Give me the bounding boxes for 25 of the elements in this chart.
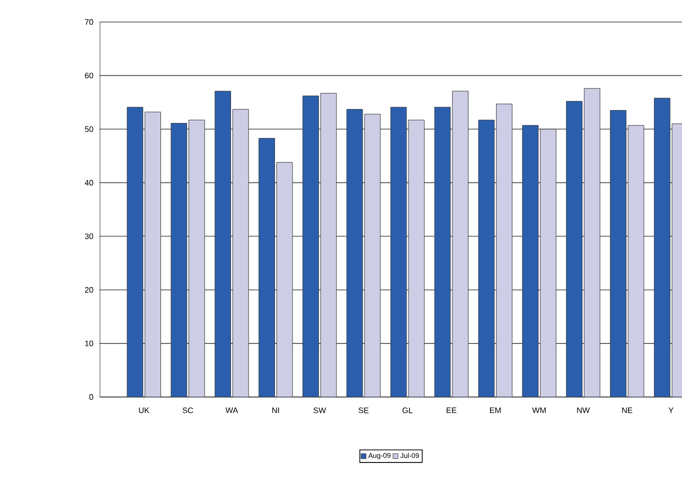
bar: [452, 90, 468, 397]
bar: [170, 122, 188, 397]
bar: [540, 128, 556, 397]
bar: [434, 106, 451, 397]
bar: [496, 104, 512, 397]
bar: [126, 106, 144, 397]
bar: [346, 109, 363, 397]
bar: [610, 110, 626, 397]
bar: [232, 109, 249, 397]
bar: [258, 138, 275, 397]
bar: [276, 162, 293, 397]
bar: [522, 125, 539, 397]
bar: [144, 112, 161, 397]
bar: [654, 98, 670, 397]
bar: [566, 101, 582, 397]
bar: [320, 92, 337, 397]
bar: [584, 88, 600, 397]
bar: [390, 106, 407, 397]
bar: [214, 90, 232, 397]
bar: [628, 125, 644, 397]
bar: [408, 120, 425, 397]
bar: [302, 96, 319, 397]
bar: [478, 120, 495, 397]
bar: [188, 120, 205, 397]
bar: [364, 114, 381, 397]
